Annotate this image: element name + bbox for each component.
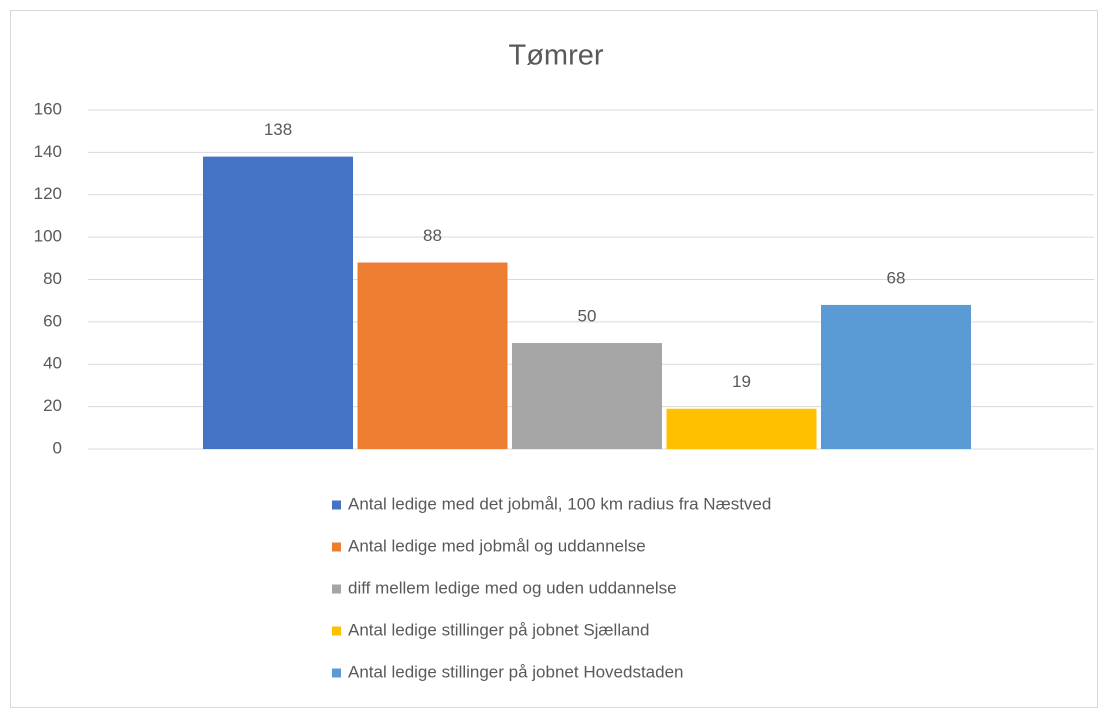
legend-marker	[332, 500, 341, 510]
y-tick-label: 160	[34, 99, 62, 118]
bar	[357, 262, 508, 449]
legend-marker	[332, 626, 341, 636]
bar	[203, 156, 353, 450]
data-label: 88	[423, 226, 442, 245]
legend-marker	[332, 668, 341, 678]
y-tick-label: 60	[43, 311, 62, 330]
data-label: 68	[887, 268, 906, 287]
y-tick-label: 20	[43, 396, 62, 415]
y-tick-label: 140	[34, 142, 62, 161]
data-label: 19	[732, 372, 751, 391]
legend-label: Antal ledige med jobmål og uddannelse	[348, 536, 646, 555]
data-label: 138	[264, 120, 292, 139]
data-label: 50	[578, 307, 597, 326]
y-tick-label: 0	[53, 438, 62, 457]
y-tick-label: 100	[34, 227, 62, 246]
bar	[821, 304, 971, 449]
legend-marker	[332, 584, 341, 594]
y-tick-label: 80	[43, 269, 62, 288]
bar	[512, 343, 662, 449]
chart-title: Tømrer	[508, 40, 603, 72]
legend-label: diff mellem ledige med og uden uddannels…	[348, 578, 677, 597]
legend-label: Antal ledige stillinger på jobnet Sjælla…	[348, 620, 649, 639]
legend-marker	[332, 542, 341, 552]
bar	[666, 408, 817, 449]
y-tick-label: 40	[43, 354, 62, 373]
legend-label: Antal ledige med det jobmål, 100 km radi…	[348, 494, 771, 513]
y-tick-label: 120	[34, 184, 62, 203]
legend-label: Antal ledige stillinger på jobnet Hoveds…	[348, 662, 684, 681]
